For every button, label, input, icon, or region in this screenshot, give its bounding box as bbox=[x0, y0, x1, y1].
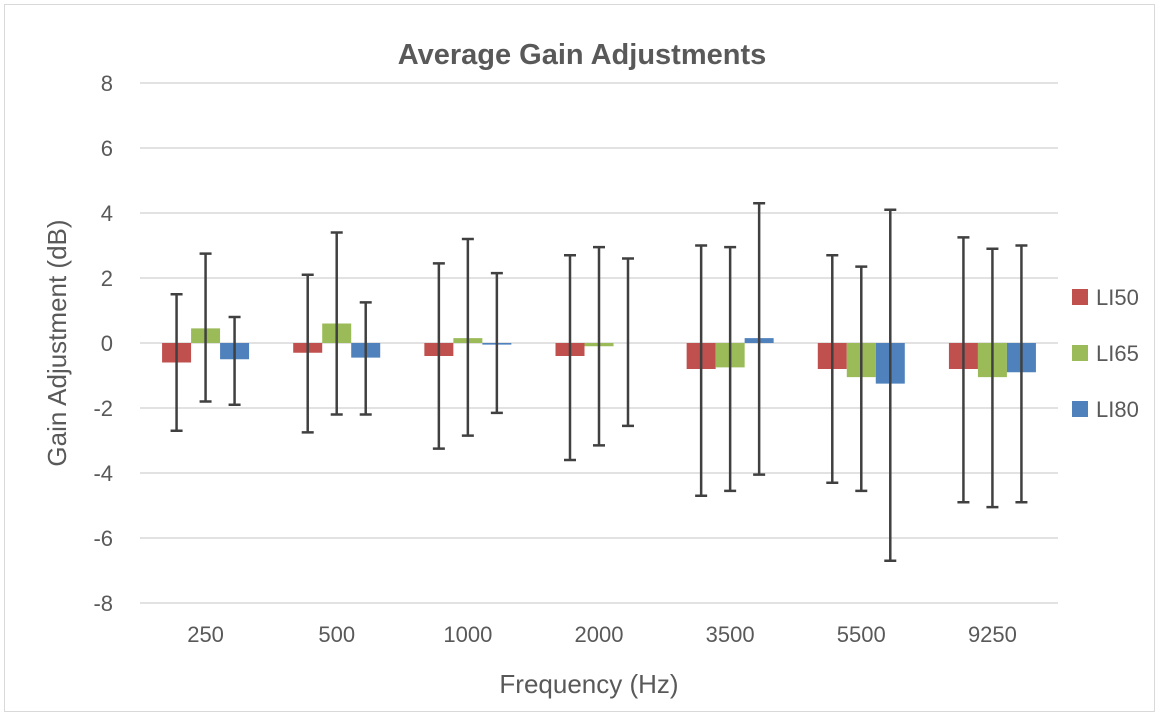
x-tick-label: 5500 bbox=[837, 622, 886, 647]
y-tick-label: 6 bbox=[101, 136, 113, 161]
legend-label-li65: LI65 bbox=[1096, 341, 1139, 366]
legend-label-li80: LI80 bbox=[1096, 397, 1139, 422]
y-tick-labels: 8 6 4 2 0 -2 -4 -6 -8 bbox=[93, 71, 113, 616]
y-tick-label: 0 bbox=[101, 331, 113, 356]
y-tick-label: -8 bbox=[93, 591, 113, 616]
error-bars bbox=[170, 202, 1028, 562]
x-tick-label: 500 bbox=[318, 622, 355, 647]
y-tick-label: -2 bbox=[93, 396, 113, 421]
x-tick-label: 3500 bbox=[706, 622, 755, 647]
y-tick-label: -6 bbox=[93, 526, 113, 551]
legend-swatch-li65 bbox=[1072, 345, 1088, 361]
y-tick-label: 2 bbox=[101, 266, 113, 291]
legend-label-li50: LI50 bbox=[1096, 285, 1139, 310]
y-tick-label: 8 bbox=[101, 71, 113, 96]
legend-swatch-li50 bbox=[1072, 289, 1088, 305]
x-tick-label: 250 bbox=[187, 622, 224, 647]
y-tick-label: -4 bbox=[93, 461, 113, 486]
legend-swatch-li80 bbox=[1072, 401, 1088, 417]
y-axis-title: Gain Adjustment (dB) bbox=[42, 219, 72, 466]
x-axis-title: Frequency (Hz) bbox=[499, 669, 678, 699]
x-tick-labels: 250 500 1000 2000 3500 5500 9250 bbox=[187, 622, 1017, 647]
legend: LI50 LI65 LI80 bbox=[1072, 285, 1139, 422]
x-tick-label: 9250 bbox=[968, 622, 1017, 647]
y-tick-label: 4 bbox=[101, 201, 113, 226]
chart-title: Average Gain Adjustments bbox=[398, 39, 767, 71]
x-tick-label: 1000 bbox=[443, 622, 492, 647]
x-tick-label: 2000 bbox=[575, 622, 624, 647]
